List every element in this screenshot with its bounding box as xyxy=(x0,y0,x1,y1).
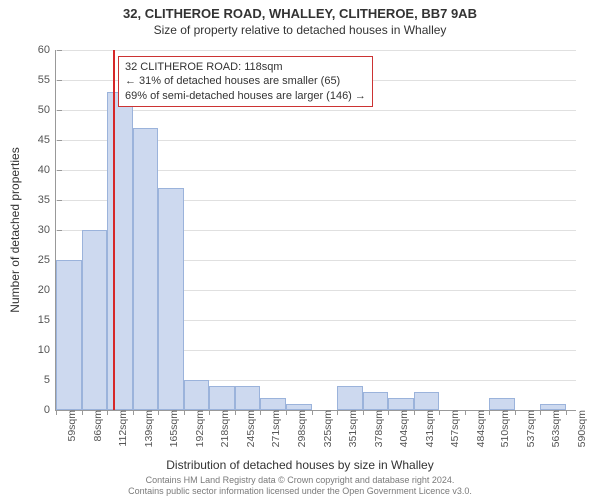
histogram-bar xyxy=(363,392,388,410)
x-tick-mark xyxy=(184,410,185,415)
x-tick-mark xyxy=(133,410,134,415)
y-axis-label: Number of detached properties xyxy=(8,147,22,312)
x-tick-label: 165sqm xyxy=(162,410,180,447)
histogram-bar xyxy=(414,392,439,410)
grid-line xyxy=(56,110,576,111)
histogram-bar xyxy=(260,398,286,410)
x-tick-label: 351sqm xyxy=(341,410,359,447)
annotation-line: 32 CLITHEROE ROAD: 118sqm xyxy=(125,60,366,74)
histogram-bar xyxy=(56,260,82,410)
histogram-bar xyxy=(82,230,107,410)
x-tick-mark xyxy=(337,410,338,415)
histogram-bar xyxy=(235,386,260,410)
x-tick-label: 59sqm xyxy=(60,410,78,442)
y-tick-label: 40 xyxy=(38,164,56,176)
histogram-bar xyxy=(158,188,184,410)
x-axis-label: Distribution of detached houses by size … xyxy=(0,458,600,472)
x-tick-label: 271sqm xyxy=(264,410,282,447)
plot-area: 05101520253035404550556059sqm86sqm112sqm… xyxy=(55,50,576,411)
x-tick-mark xyxy=(286,410,287,415)
x-tick-label: 218sqm xyxy=(213,410,231,447)
y-tick-label: 50 xyxy=(38,104,56,116)
histogram-bar xyxy=(388,398,414,410)
histogram-bar xyxy=(489,398,515,410)
histogram-bar xyxy=(209,386,235,410)
x-tick-label: 510sqm xyxy=(493,410,511,447)
y-tick-label: 20 xyxy=(38,284,56,296)
x-tick-label: 590sqm xyxy=(570,410,588,447)
x-tick-mark xyxy=(209,410,210,415)
x-tick-label: 537sqm xyxy=(519,410,537,447)
annotation-box: 32 CLITHEROE ROAD: 118sqm← 31% of detach… xyxy=(118,56,373,107)
marker-line xyxy=(113,50,115,410)
x-tick-mark xyxy=(489,410,490,415)
x-tick-mark xyxy=(540,410,541,415)
x-tick-mark xyxy=(235,410,236,415)
annotation-line: 69% of semi-detached houses are larger (… xyxy=(125,89,366,103)
x-tick-mark xyxy=(465,410,466,415)
x-tick-label: 484sqm xyxy=(469,410,487,447)
x-tick-mark xyxy=(566,410,567,415)
histogram-bar xyxy=(184,380,209,410)
x-tick-mark xyxy=(363,410,364,415)
chart-subtitle: Size of property relative to detached ho… xyxy=(0,21,600,41)
y-tick-label: 25 xyxy=(38,254,56,266)
x-tick-label: 378sqm xyxy=(367,410,385,447)
annotation-line: ← 31% of detached houses are smaller (65… xyxy=(125,74,366,88)
plot-wrapper: 05101520253035404550556059sqm86sqm112sqm… xyxy=(55,50,575,410)
y-tick-label: 55 xyxy=(38,74,56,86)
grid-line xyxy=(56,50,576,51)
x-tick-mark xyxy=(56,410,57,415)
x-tick-label: 563sqm xyxy=(544,410,562,447)
y-tick-label: 5 xyxy=(44,374,56,386)
x-tick-label: 112sqm xyxy=(111,410,129,447)
x-tick-mark xyxy=(260,410,261,415)
y-tick-label: 60 xyxy=(38,44,56,56)
x-tick-mark xyxy=(312,410,313,415)
x-tick-label: 457sqm xyxy=(443,410,461,447)
x-tick-mark xyxy=(107,410,108,415)
y-tick-label: 45 xyxy=(38,134,56,146)
histogram-bar xyxy=(107,92,133,410)
x-tick-label: 245sqm xyxy=(239,410,257,447)
footnote: Contains HM Land Registry data © Crown c… xyxy=(0,475,600,497)
footnote-line2: Contains public sector information licen… xyxy=(0,486,600,497)
x-tick-label: 431sqm xyxy=(418,410,436,447)
chart-container: 32, CLITHEROE ROAD, WHALLEY, CLITHEROE, … xyxy=(0,0,600,500)
x-tick-label: 139sqm xyxy=(137,410,155,447)
y-tick-label: 35 xyxy=(38,194,56,206)
x-tick-label: 86sqm xyxy=(86,410,104,442)
x-tick-mark xyxy=(158,410,159,415)
x-tick-mark xyxy=(82,410,83,415)
x-tick-label: 192sqm xyxy=(188,410,206,447)
histogram-bar xyxy=(133,128,158,410)
y-tick-label: 30 xyxy=(38,224,56,236)
chart-title: 32, CLITHEROE ROAD, WHALLEY, CLITHEROE, … xyxy=(0,0,600,21)
x-tick-mark xyxy=(414,410,415,415)
y-tick-label: 0 xyxy=(44,404,56,416)
footnote-line1: Contains HM Land Registry data © Crown c… xyxy=(0,475,600,486)
x-tick-label: 325sqm xyxy=(316,410,334,447)
y-tick-label: 15 xyxy=(38,314,56,326)
x-tick-mark xyxy=(515,410,516,415)
x-tick-label: 298sqm xyxy=(290,410,308,447)
y-tick-label: 10 xyxy=(38,344,56,356)
x-tick-mark xyxy=(439,410,440,415)
x-tick-label: 404sqm xyxy=(392,410,410,447)
x-tick-mark xyxy=(388,410,389,415)
histogram-bar xyxy=(337,386,363,410)
